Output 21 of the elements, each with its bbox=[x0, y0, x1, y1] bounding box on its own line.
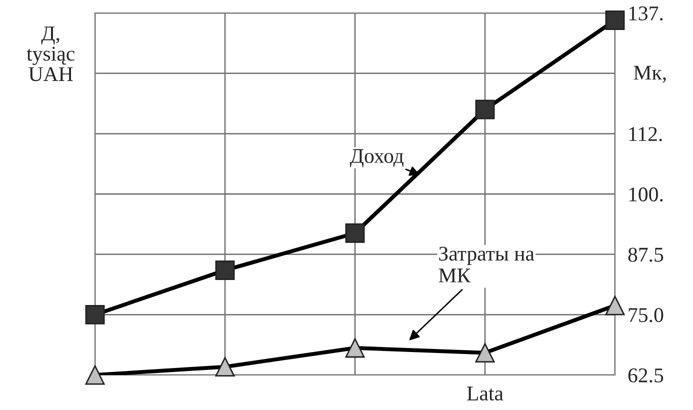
point bbox=[215, 357, 235, 377]
point bbox=[605, 10, 625, 30]
point bbox=[85, 304, 105, 324]
y-tick-label: 75.0 bbox=[628, 308, 664, 322]
y-tick-label: 137. bbox=[629, 6, 663, 21]
point bbox=[345, 338, 365, 358]
point bbox=[85, 365, 105, 385]
point bbox=[475, 100, 495, 120]
y-tick-label: 112. bbox=[629, 127, 662, 142]
y-tick-label: 87.5 bbox=[628, 248, 664, 262]
y-tick-label: 62.5 bbox=[628, 368, 664, 383]
point bbox=[345, 223, 365, 243]
point bbox=[475, 343, 495, 363]
point bbox=[605, 296, 625, 316]
legend-label: Доход bbox=[350, 149, 404, 168]
y-axis-title: Д, tysiąc UAH bbox=[26, 26, 74, 82]
y-tick-label: 100. bbox=[629, 187, 663, 202]
text: Мк, bbox=[634, 66, 666, 83]
x-axis-title: Lata bbox=[467, 386, 504, 401]
text: Затраты на МК bbox=[438, 246, 534, 282]
point bbox=[215, 260, 235, 280]
